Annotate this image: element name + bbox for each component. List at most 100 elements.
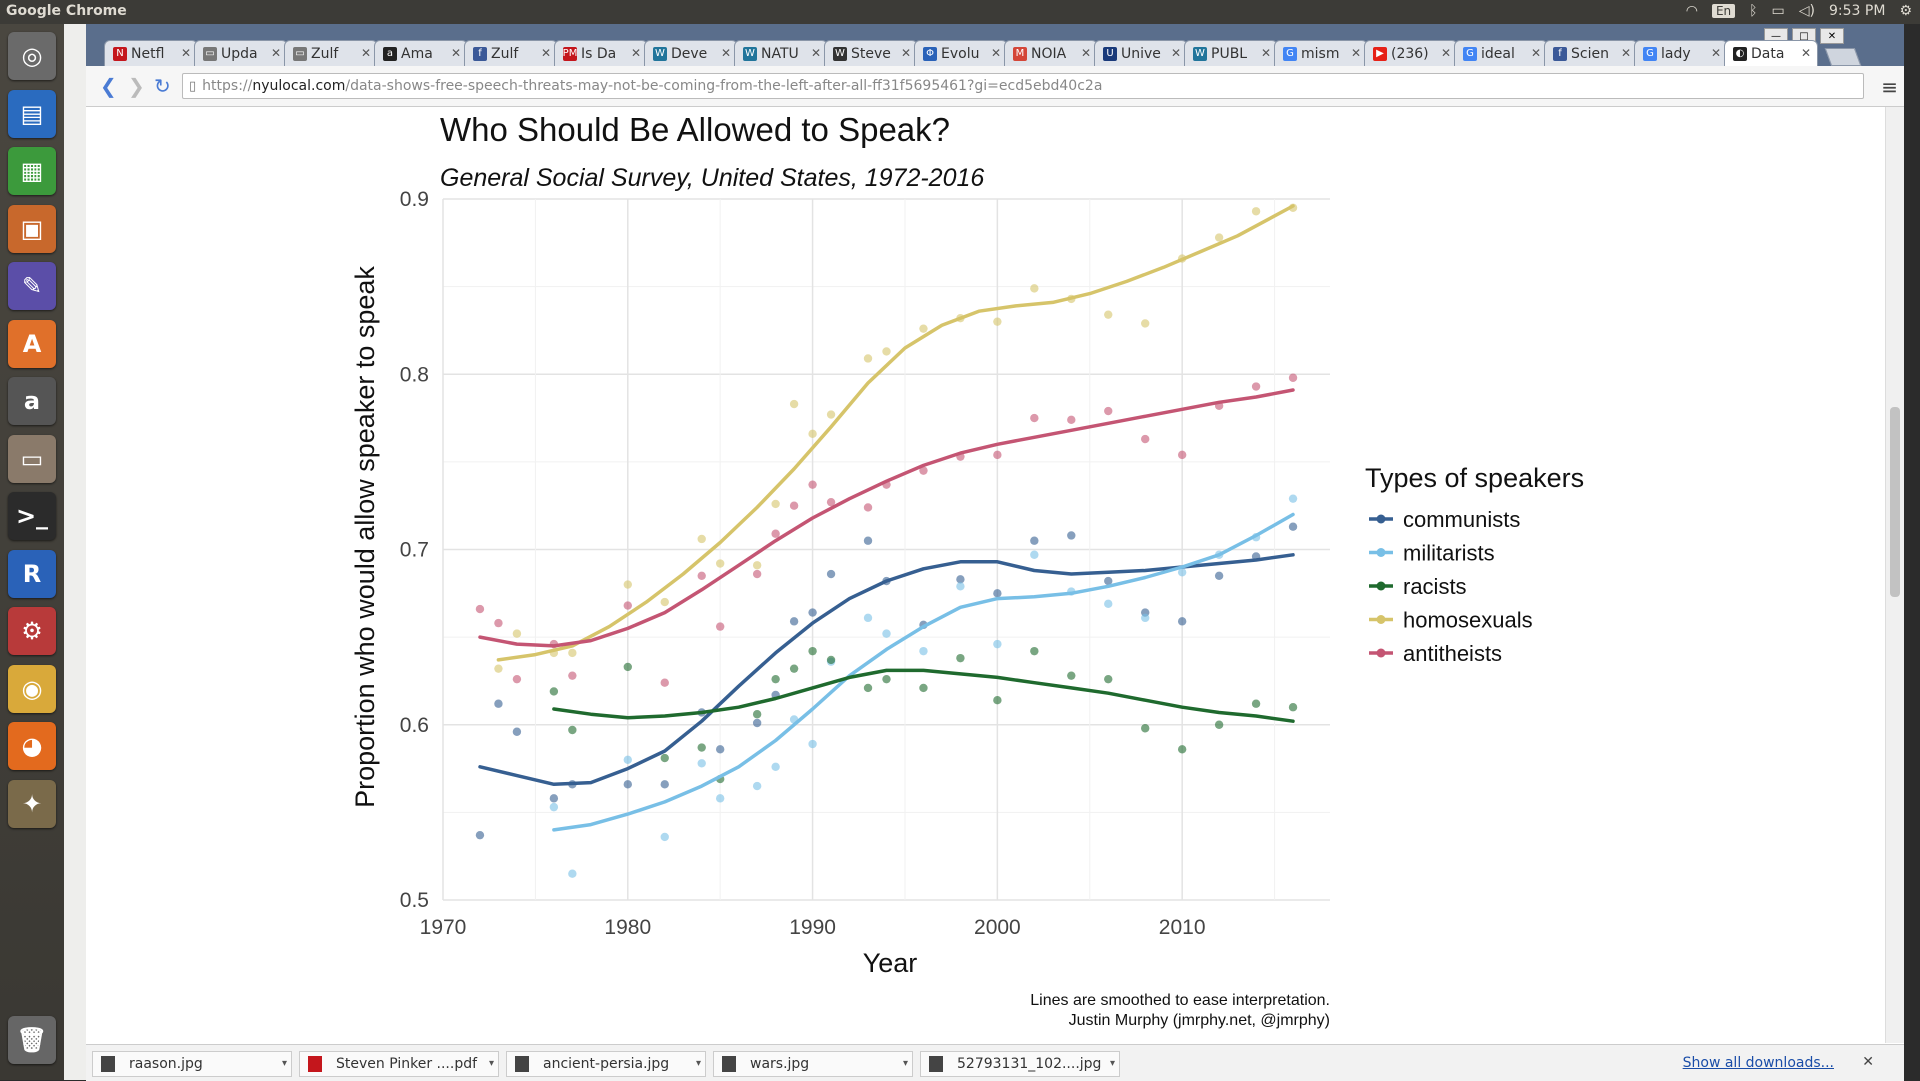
address-bar[interactable]: ▯ https://nyulocal.com/data-shows-free-s… — [182, 73, 1864, 99]
y-tick-labels: 0.5 0.6 0.7 0.8 0.9 — [400, 188, 429, 912]
browser-tab[interactable]: ◐ Data ✕ — [1724, 40, 1818, 66]
browser-tab[interactable]: N Netfl ✕ — [104, 40, 198, 66]
launcher-chrome-icon[interactable]: ◉ — [8, 664, 56, 713]
point-homosexuals — [697, 534, 706, 544]
download-menu-caret-icon[interactable]: ▾ — [1109, 1058, 1115, 1069]
page-content: Who Should Be Allowed to Speak? General … — [86, 107, 1886, 1043]
browser-tab[interactable]: U Unive ✕ — [1094, 40, 1188, 66]
page-scrollbar[interactable] — [1885, 107, 1904, 1043]
launcher-files-icon[interactable]: ▭ — [8, 434, 56, 483]
launcher-writer-icon[interactable]: ▤ — [8, 89, 56, 138]
new-tab-button[interactable] — [1824, 48, 1862, 66]
browser-tab[interactable]: f Zulf ✕ — [464, 40, 558, 66]
browser-tab[interactable]: W Deve ✕ — [644, 40, 738, 66]
point-antitheists — [771, 529, 780, 538]
browser-tab[interactable]: Φ Evolu ✕ — [914, 40, 1008, 66]
browser-tab[interactable]: f Scien ✕ — [1544, 40, 1638, 66]
tab-close-icon[interactable]: ✕ — [1440, 46, 1451, 60]
launcher-gimp-icon[interactable]: ✦ — [8, 779, 56, 828]
download-menu-caret-icon[interactable]: ▾ — [902, 1058, 908, 1069]
launcher-terminal-icon[interactable]: >_ — [8, 492, 56, 540]
point-racists — [789, 664, 799, 673]
close-icon[interactable]: ✕ — [1820, 28, 1844, 44]
browser-tab[interactable]: W NATU ✕ — [734, 40, 828, 66]
line-communists — [478, 553, 1295, 787]
line-racists — [552, 668, 1295, 723]
gear-icon[interactable]: ⚙ — [1899, 3, 1912, 19]
point-militarists — [993, 639, 1002, 649]
reload-icon[interactable]: ↻ — [154, 74, 171, 98]
launcher-software-center-icon[interactable]: A — [8, 319, 56, 368]
forward-icon[interactable]: ❯ — [128, 74, 145, 98]
tab-close-icon[interactable]: ✕ — [1080, 46, 1091, 60]
launcher-calc-icon[interactable]: ▦ — [8, 147, 56, 195]
battery-icon[interactable]: ▭ — [1771, 3, 1785, 19]
tab-close-icon[interactable]: ✕ — [1620, 46, 1631, 60]
launcher-editor-icon[interactable]: ✎ — [8, 262, 56, 310]
browser-tab[interactable]: W Steve ✕ — [824, 40, 918, 66]
download-menu-caret-icon[interactable]: ▾ — [281, 1058, 287, 1069]
launcher-settings-icon[interactable]: ⚙ — [8, 607, 56, 655]
wifi-icon[interactable]: ◠ — [1685, 3, 1698, 19]
tab-close-icon[interactable]: ✕ — [1260, 46, 1271, 60]
download-menu-caret-icon[interactable]: ▾ — [695, 1058, 701, 1069]
volume-icon[interactable]: ◁) — [1798, 3, 1816, 19]
tab-close-icon[interactable]: ✕ — [270, 46, 281, 60]
tab-close-icon[interactable]: ✕ — [1530, 46, 1541, 60]
launcher-trash-icon[interactable]: 🗑 — [8, 1016, 56, 1064]
tab-close-icon[interactable]: ✕ — [360, 46, 371, 60]
tab-close-icon[interactable]: ✕ — [630, 46, 641, 60]
tab-close-icon[interactable]: ✕ — [810, 46, 821, 60]
hamburger-menu-icon[interactable]: ≡ — [1881, 75, 1898, 99]
show-all-downloads-link[interactable]: Show all downloads... — [1682, 1055, 1834, 1071]
x-tick-label: 2010 — [1159, 916, 1206, 939]
browser-tab[interactable]: ▭ Upda ✕ — [194, 40, 288, 66]
tab-close-icon[interactable]: ✕ — [450, 46, 461, 60]
tab-label: Netfl — [131, 45, 165, 62]
browser-tab[interactable]: ▭ Zulf ✕ — [284, 40, 378, 66]
scrollbar-thumb[interactable] — [1890, 407, 1900, 597]
caption-line-1: Lines are smoothed to ease interpretatio… — [1030, 992, 1330, 1009]
tab-close-icon[interactable]: ✕ — [540, 46, 551, 60]
launcher-impress-icon[interactable]: ▣ — [8, 204, 56, 253]
tab-close-icon[interactable]: ✕ — [900, 46, 911, 60]
launcher-dash-icon[interactable]: ◎ — [8, 32, 56, 80]
close-shelf-icon[interactable]: ✕ — [1862, 1054, 1874, 1070]
tab-label: lady — [1661, 45, 1691, 62]
page-icon: ▯ — [189, 78, 197, 94]
download-menu-caret-icon[interactable]: ▾ — [488, 1058, 494, 1069]
point-militarists — [882, 629, 891, 638]
download-item[interactable]: wars.jpg ▾ — [713, 1051, 913, 1077]
download-item[interactable]: raason.jpg ▾ — [92, 1051, 292, 1077]
point-homosexuals — [808, 429, 817, 439]
download-item[interactable]: ancient-persia.jpg ▾ — [506, 1051, 706, 1077]
x-tick-label: 1990 — [789, 916, 836, 939]
browser-tab[interactable]: ▶ (236) ✕ — [1364, 40, 1458, 66]
keyboard-layout-indicator[interactable]: En — [1711, 4, 1736, 18]
clock[interactable]: 9:53 PM — [1829, 3, 1886, 19]
tab-close-icon[interactable]: ✕ — [990, 46, 1001, 60]
browser-tab[interactable]: W PUBL ✕ — [1184, 40, 1278, 66]
download-item[interactable]: Steven Pinker ....pdf ▾ — [299, 1051, 499, 1077]
tab-close-icon[interactable]: ✕ — [1800, 46, 1811, 60]
point-homosexuals — [882, 347, 891, 356]
launcher-firefox-icon[interactable]: ◕ — [8, 722, 56, 770]
launcher-amazon-icon[interactable]: a — [8, 377, 56, 425]
launcher-r-icon[interactable]: R — [8, 549, 56, 598]
tab-close-icon[interactable]: ✕ — [1170, 46, 1181, 60]
download-item[interactable]: 52793131_102....jpg ▾ — [920, 1051, 1120, 1077]
bluetooth-icon[interactable]: ᛒ — [1749, 3, 1758, 19]
tab-close-icon[interactable]: ✕ — [180, 46, 191, 60]
back-icon[interactable]: ❮ — [100, 74, 117, 98]
browser-tab[interactable]: a Ama ✕ — [374, 40, 468, 66]
browser-tab[interactable]: M NOIA ✕ — [1004, 40, 1098, 66]
tab-close-icon[interactable]: ✕ — [1350, 46, 1361, 60]
browser-tab[interactable]: PM Is Da ✕ — [554, 40, 648, 66]
tab-close-icon[interactable]: ✕ — [720, 46, 731, 60]
tab-close-icon[interactable]: ✕ — [1710, 46, 1721, 60]
point-communists — [956, 575, 965, 584]
